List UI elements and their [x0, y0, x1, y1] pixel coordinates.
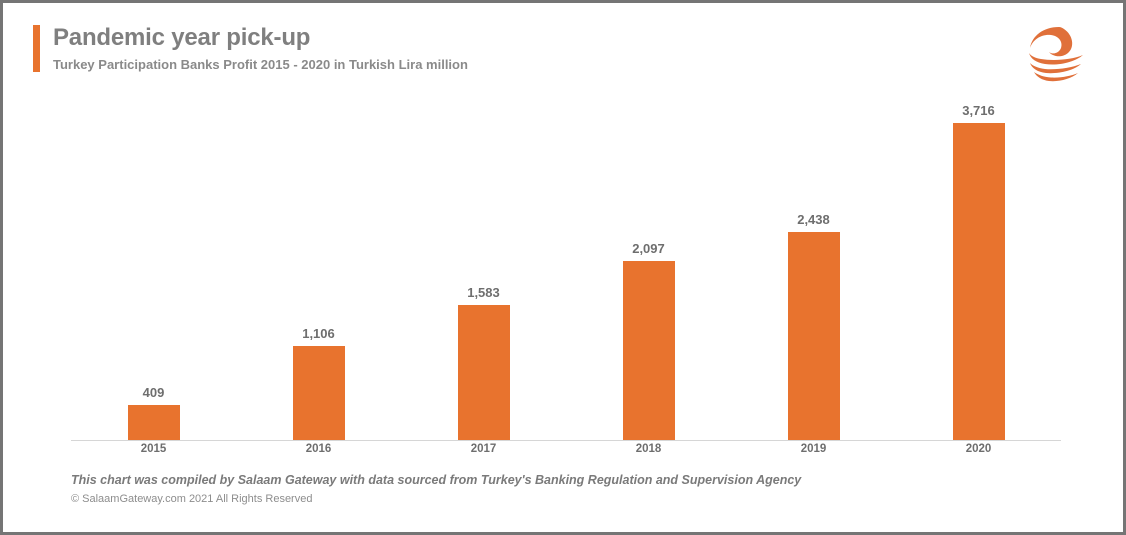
bar-value-label: 2,097: [632, 241, 665, 256]
bar-slot: 1,583: [401, 99, 566, 440]
x-axis-tick-label: 2016: [305, 443, 332, 455]
bar[interactable]: [952, 123, 1005, 440]
bar-slot: 2,097: [566, 99, 731, 440]
bar[interactable]: [787, 232, 840, 440]
x-axis-line: [71, 440, 1061, 441]
bar-series: 409 1,106 1,583 2,097 2,438 3,716: [71, 99, 1061, 440]
bar-value-label: 1,583: [467, 285, 500, 300]
bar-slot: 1,106: [236, 99, 401, 440]
bar-value-label: 1,106: [302, 326, 335, 341]
bar-slot: 3,716: [896, 99, 1061, 440]
x-axis-tick-label: 2017: [470, 443, 497, 455]
title-block: Pandemic year pick-up Turkey Participati…: [53, 24, 468, 72]
x-axis-tick-label: 2015: [140, 443, 167, 455]
bar[interactable]: [457, 305, 510, 440]
source-note: This chart was compiled by Salaam Gatewa…: [71, 473, 802, 487]
x-axis-categories: 2015 2016 2017 2018 2019 2020: [71, 443, 1061, 455]
chart-title: Pandemic year pick-up: [53, 24, 311, 51]
title-accent-bar: [33, 25, 40, 73]
bar-slot: 2,438: [731, 99, 896, 440]
bar-slot: 409: [71, 99, 236, 440]
chart-subtitle: Turkey Participation Banks Profit 2015 -…: [53, 56, 468, 72]
bar[interactable]: [292, 346, 345, 440]
bar-value-label: 2,438: [797, 212, 830, 227]
chart-header: Pandemic year pick-up Turkey Participati…: [33, 24, 468, 73]
plot-area: 409 1,106 1,583 2,097 2,438 3,716: [71, 99, 1061, 441]
bar-value-label: 3,716: [962, 103, 995, 118]
x-axis-tick-label: 2018: [635, 443, 662, 455]
bar[interactable]: [127, 405, 180, 440]
chart-footer: This chart was compiled by Salaam Gatewa…: [71, 473, 1071, 505]
x-axis-tick-label: 2019: [800, 443, 827, 455]
bar-value-label: 409: [142, 385, 165, 400]
salaam-gateway-globe-logo: [1023, 23, 1095, 87]
copyright-note: © SalaamGateway.com 2021 All Rights Rese…: [71, 493, 313, 505]
x-axis-tick-label: 2020: [965, 443, 992, 455]
bar[interactable]: [622, 261, 675, 440]
